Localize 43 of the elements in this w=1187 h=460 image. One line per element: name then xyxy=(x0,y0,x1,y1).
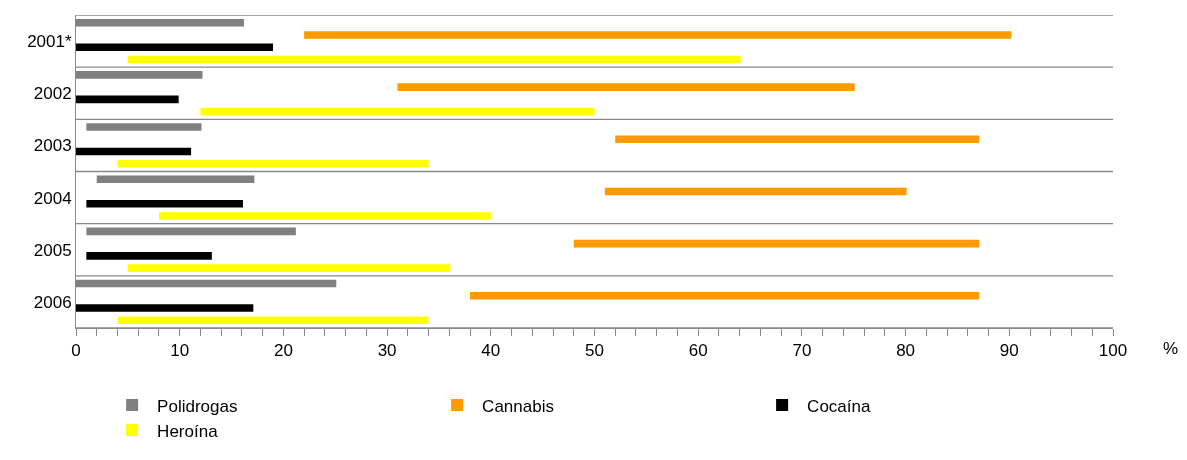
y-tick-label: 2001* xyxy=(27,32,72,52)
legend-label: Cocaína xyxy=(807,396,871,416)
bar xyxy=(76,147,192,156)
bar xyxy=(573,239,980,248)
bar xyxy=(127,55,741,64)
bar xyxy=(200,107,595,116)
bar xyxy=(86,227,296,236)
bar xyxy=(117,316,429,325)
bar xyxy=(76,304,254,312)
x-tick-label: 40 xyxy=(481,341,501,361)
bar xyxy=(76,43,274,52)
bar xyxy=(117,160,429,168)
bar xyxy=(397,83,855,91)
y-tick-label: 2004 xyxy=(33,188,72,208)
bar xyxy=(127,264,451,272)
x-tick-label: 10 xyxy=(170,341,190,361)
bar xyxy=(604,187,907,196)
bar xyxy=(615,135,980,144)
x-tick-label: 100 xyxy=(1098,341,1128,361)
bar xyxy=(86,123,202,131)
bar xyxy=(96,175,255,183)
bar xyxy=(304,31,1012,39)
bar xyxy=(470,291,980,300)
y-tick-label: 2005 xyxy=(33,240,72,260)
legend-label: Polidrogas xyxy=(157,396,238,416)
x-tick-label: 70 xyxy=(792,341,812,361)
legend-label: Cannabis xyxy=(482,396,554,416)
y-tick-label: 2006 xyxy=(33,292,72,312)
x-tick-label: 30 xyxy=(377,341,397,361)
bar xyxy=(86,252,212,260)
y-tick-label: 2003 xyxy=(33,136,72,156)
bar xyxy=(158,212,491,220)
legend-label: Heroína xyxy=(157,421,219,441)
y-tick-label: 2002 xyxy=(33,84,72,104)
x-tick-label: 90 xyxy=(999,341,1019,361)
x-axis-title: % xyxy=(1163,339,1179,358)
x-tick-label: 50 xyxy=(585,341,604,361)
bar xyxy=(76,95,179,104)
x-tick-label: 0 xyxy=(71,341,81,361)
bar xyxy=(86,199,243,208)
x-tick-label: 80 xyxy=(896,341,916,361)
x-tick-label: 20 xyxy=(273,341,293,361)
x-tick-label: 60 xyxy=(688,341,708,361)
